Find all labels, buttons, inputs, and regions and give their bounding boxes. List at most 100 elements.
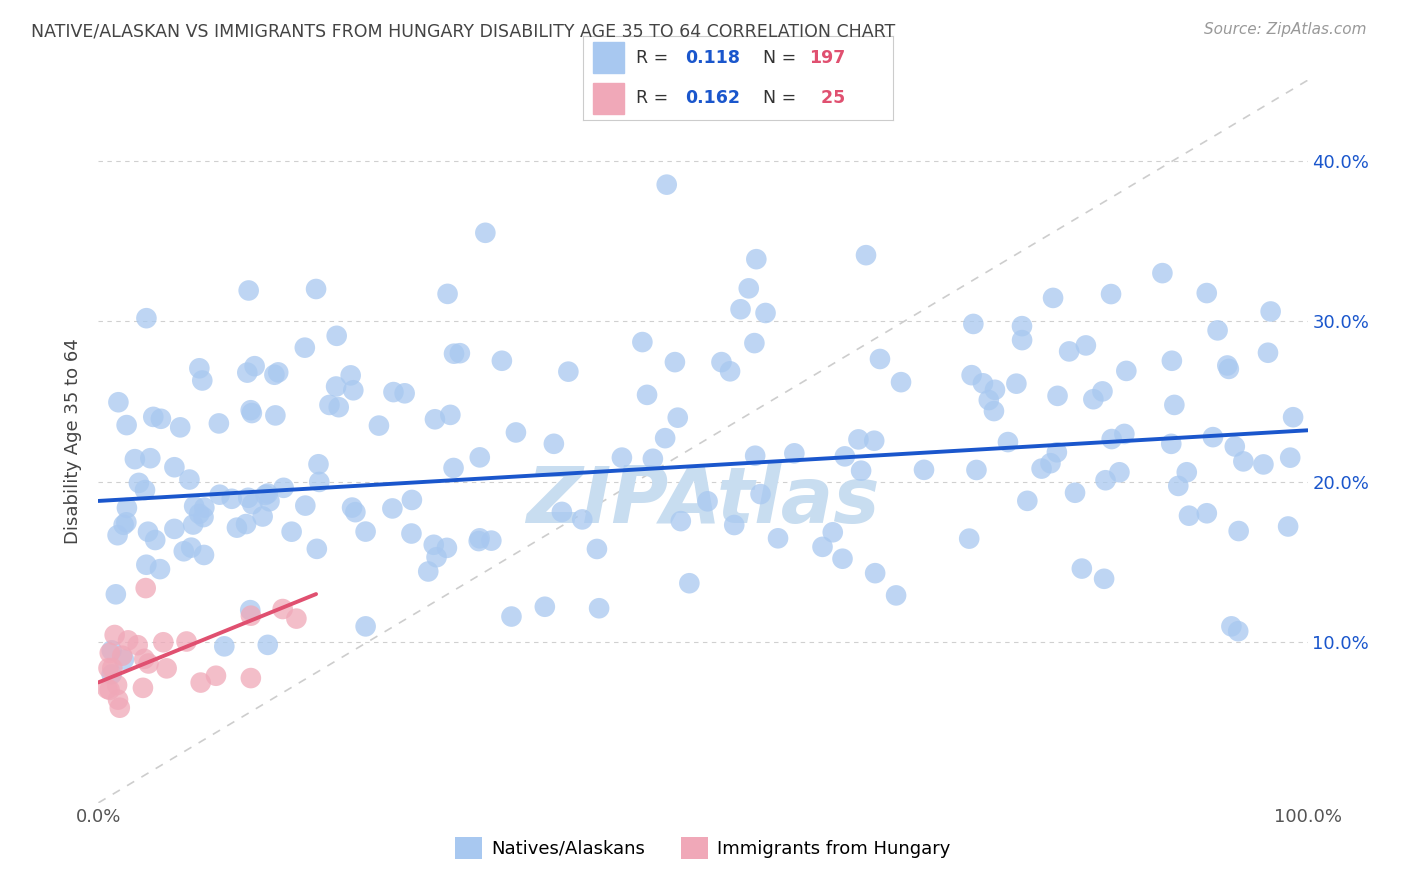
Point	[205, 669, 228, 683]
Point	[1160, 437, 1182, 451]
Point	[479, 533, 502, 548]
Point	[439, 408, 461, 422]
Point	[965, 463, 987, 477]
Point	[984, 383, 1007, 397]
Point	[425, 550, 447, 565]
Point	[666, 410, 689, 425]
Text: Source: ZipAtlas.com: Source: ZipAtlas.com	[1204, 22, 1367, 37]
Point	[960, 368, 983, 383]
Point	[124, 452, 146, 467]
Point	[152, 635, 174, 649]
Point	[1094, 473, 1116, 487]
Point	[238, 284, 260, 298]
Point	[100, 667, 122, 681]
Point	[107, 528, 129, 542]
Point	[491, 353, 513, 368]
Point	[136, 524, 159, 539]
Point	[1195, 286, 1218, 301]
Point	[744, 336, 766, 351]
Point	[655, 178, 678, 192]
Point	[977, 392, 1000, 407]
Point	[1011, 333, 1033, 347]
Point	[394, 386, 416, 401]
Point	[188, 361, 211, 376]
Point	[1031, 461, 1053, 475]
Point	[1206, 323, 1229, 337]
Point	[135, 311, 157, 326]
Point	[235, 517, 257, 532]
Point	[534, 599, 557, 614]
Point	[972, 376, 994, 391]
Point	[664, 355, 686, 369]
Point	[193, 510, 215, 524]
Point	[738, 281, 761, 295]
Point	[368, 418, 391, 433]
Point	[1101, 432, 1123, 446]
Point	[1083, 392, 1105, 407]
Point	[305, 541, 328, 556]
Point	[1227, 524, 1250, 538]
Point	[354, 619, 377, 633]
Point	[1218, 362, 1240, 376]
Point	[1042, 291, 1064, 305]
Point	[239, 671, 262, 685]
Point	[962, 317, 984, 331]
Point	[588, 601, 610, 615]
Point	[112, 517, 135, 532]
Point	[912, 463, 935, 477]
Bar	[593, 43, 624, 73]
Point	[112, 652, 135, 666]
Point	[169, 420, 191, 434]
Text: 0.118: 0.118	[686, 49, 741, 67]
Point	[135, 558, 157, 572]
Point	[163, 460, 186, 475]
Point	[267, 365, 290, 379]
Point	[1046, 445, 1069, 459]
Point	[749, 487, 772, 501]
Point	[1005, 376, 1028, 391]
Point	[1108, 465, 1130, 479]
Point	[1227, 624, 1250, 639]
Point	[436, 286, 458, 301]
Point	[1202, 430, 1225, 444]
Point	[1057, 344, 1080, 359]
Point	[1223, 440, 1246, 454]
Point	[193, 500, 215, 515]
Point	[543, 437, 565, 451]
Point	[1070, 561, 1092, 575]
Point	[193, 548, 215, 562]
Point	[294, 499, 316, 513]
Point	[718, 364, 741, 378]
Point	[696, 494, 718, 508]
Point	[821, 525, 844, 540]
Point	[1277, 519, 1299, 533]
Point	[1114, 426, 1136, 441]
Point	[259, 494, 281, 508]
Point	[156, 661, 179, 675]
Point	[1074, 338, 1097, 352]
Point	[239, 403, 262, 417]
Point	[214, 640, 236, 654]
Point	[1220, 619, 1243, 633]
Point	[256, 486, 278, 500]
Point	[863, 434, 886, 448]
Point	[142, 409, 165, 424]
Point	[863, 566, 886, 581]
Point	[423, 412, 446, 426]
Point	[105, 678, 128, 692]
Text: N =: N =	[763, 49, 801, 67]
Point	[811, 540, 834, 554]
Point	[252, 509, 274, 524]
Point	[139, 451, 162, 466]
Point	[254, 488, 277, 502]
Point	[143, 533, 166, 547]
Point	[96, 681, 118, 696]
Point	[107, 692, 129, 706]
Point	[104, 587, 127, 601]
Point	[1253, 458, 1275, 472]
Point	[191, 374, 214, 388]
Point	[783, 446, 806, 460]
Point	[181, 517, 204, 532]
Point	[134, 652, 156, 666]
Point	[280, 524, 302, 539]
